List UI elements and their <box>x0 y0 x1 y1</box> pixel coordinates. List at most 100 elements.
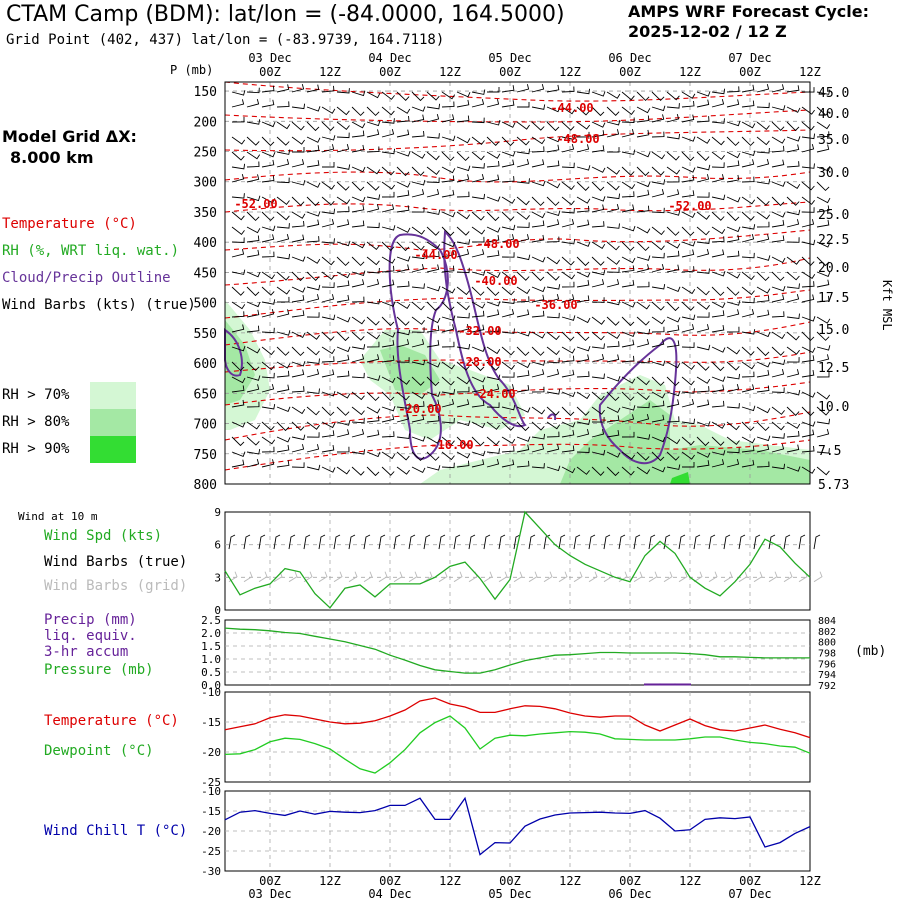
wind-barb <box>501 136 515 147</box>
wind-barb <box>546 312 560 319</box>
wind-barb <box>471 459 485 468</box>
wind-barb <box>696 164 711 171</box>
grid-wind-barb <box>618 571 628 583</box>
wind-barb <box>471 450 486 457</box>
wind-barb <box>681 398 695 408</box>
temperature-contour-label: -24.00 <box>472 387 515 401</box>
wind-barb <box>441 101 455 108</box>
wind-barb <box>411 91 425 102</box>
wind-barb <box>651 131 665 138</box>
wind-barb <box>786 181 801 190</box>
wind-barb <box>336 331 350 342</box>
wind-barb <box>276 444 290 453</box>
wind-barb <box>441 301 455 312</box>
wind-barb <box>441 361 456 370</box>
wind-barb <box>636 451 650 461</box>
wind-barb <box>231 173 245 183</box>
wind-barb <box>576 219 590 228</box>
forecast-cycle-value: 2025-12-02 / 12 Z <box>628 22 787 41</box>
wind-barb <box>816 121 831 130</box>
wind-barb <box>396 190 410 198</box>
wind-barb <box>441 398 455 408</box>
wind-barb <box>666 436 681 445</box>
grid-wind-barb <box>558 571 568 583</box>
pressure-tick-label: 300 <box>194 176 217 191</box>
wind-barb <box>576 279 590 288</box>
true-wind-barb <box>573 534 581 550</box>
wind-barb <box>321 331 335 341</box>
wind-barb <box>501 234 515 243</box>
wind-barb <box>486 402 500 408</box>
wind-barb <box>816 165 831 172</box>
wind-barb <box>351 344 366 350</box>
wind-barb <box>606 203 620 213</box>
wind-barb <box>231 163 246 170</box>
wind-barb <box>471 136 485 146</box>
wind-barb <box>441 265 455 273</box>
wind-barb <box>591 221 605 228</box>
wind-barb <box>426 103 441 110</box>
wind-barb <box>261 234 275 243</box>
wind-barb <box>741 100 755 108</box>
wind-barb <box>561 445 575 453</box>
wind-barb <box>801 239 816 246</box>
wind-barb <box>756 444 770 453</box>
wind-barb <box>261 151 276 158</box>
rh90-swatch <box>90 436 136 463</box>
wind-barb <box>561 181 575 191</box>
true-wind-barb <box>753 534 761 550</box>
model-grid-title: Model Grid ΔX: <box>2 127 137 146</box>
grid-wind-barb <box>528 571 538 583</box>
station-title: CTAM Camp (BDM): lat/lon = (-84.0000, 16… <box>6 2 565 27</box>
wind-barb <box>426 151 440 161</box>
pressure-tick-label: 350 <box>194 206 217 221</box>
cloud-outline <box>547 413 557 421</box>
wind-barb <box>336 132 350 139</box>
wind-barb <box>441 436 455 446</box>
wind-barb <box>711 436 725 446</box>
wind-barb <box>366 194 381 200</box>
temperature-contour <box>224 129 811 152</box>
wind-barb <box>591 429 605 438</box>
wind-barb <box>786 219 800 228</box>
cloud-outline <box>388 233 449 460</box>
wind-barb <box>396 91 410 101</box>
wind-barb <box>696 324 710 333</box>
wind-barb <box>366 341 380 348</box>
wind-barb <box>786 406 800 416</box>
wind-barb <box>231 459 245 468</box>
kft-tick-label: 15.0 <box>818 323 849 338</box>
wind-barb <box>231 399 245 408</box>
wind-barb <box>561 331 575 342</box>
kft-tick-label: 30.0 <box>818 166 849 181</box>
wind-barb <box>771 196 785 207</box>
wind-barb <box>426 226 440 236</box>
windchill-panel-tick-label: -30 <box>201 865 221 878</box>
temperature-contour <box>224 351 811 373</box>
pressure-right-tick-label: 792 <box>818 681 836 692</box>
wind-barb <box>591 279 605 288</box>
wind-barb <box>651 263 665 273</box>
wind-barb <box>651 105 666 112</box>
wind-barb <box>531 294 545 303</box>
wind-barb <box>726 286 740 296</box>
wind-barb <box>756 361 771 368</box>
wind-barb <box>756 346 770 357</box>
wind-barb <box>591 353 605 363</box>
wind-barb <box>681 175 695 183</box>
wind-barb <box>321 208 336 215</box>
wind-barb <box>711 98 725 108</box>
true-wind-barb <box>393 534 401 550</box>
top-hour-label: 12Z <box>679 65 701 79</box>
wind-barb <box>681 436 695 446</box>
wind-barb <box>471 173 485 183</box>
wind-barb <box>456 174 470 183</box>
wind-barb <box>591 297 605 303</box>
wind-barb <box>291 331 306 339</box>
wind-barb <box>486 384 500 393</box>
kft-tick-label: 35.0 <box>818 133 849 148</box>
pressure-right-tick-label: 802 <box>818 627 836 638</box>
wind-barb <box>576 466 590 475</box>
wind-barb <box>636 115 650 123</box>
wind-barb <box>681 241 696 247</box>
